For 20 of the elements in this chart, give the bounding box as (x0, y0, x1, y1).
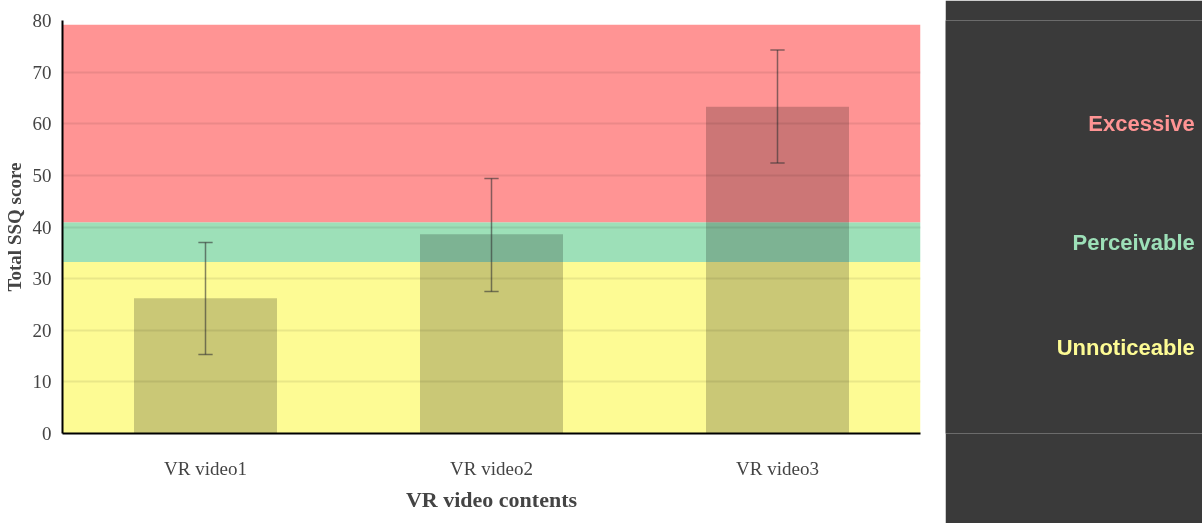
bar (420, 234, 563, 434)
y-tick-label: 0 (42, 423, 52, 444)
y-axis-title: Total SSQ score (3, 162, 25, 292)
y-tick-label: 30 (32, 268, 52, 290)
x-axis-title: VR video contents (405, 486, 578, 512)
y-tick-label: 70 (32, 61, 52, 83)
y-tick-label: 80 (32, 10, 52, 31)
x-tick-label: VR video3 (736, 457, 819, 479)
x-tick-label: VR video1 (164, 457, 247, 479)
y-tick-label: 10 (32, 371, 52, 393)
bar (706, 106, 849, 434)
y-tick-label: 60 (32, 113, 52, 135)
y-tick-label: 20 (32, 319, 52, 341)
band-label: Perceivable (1072, 229, 1195, 255)
y-tick-label: 50 (32, 164, 52, 186)
y-tick-label: 40 (32, 216, 52, 238)
band-label: Excessive (1088, 110, 1195, 136)
band-label: Unnoticeable (1056, 335, 1195, 361)
x-tick-label: VR video2 (450, 457, 533, 479)
bar (134, 298, 277, 434)
